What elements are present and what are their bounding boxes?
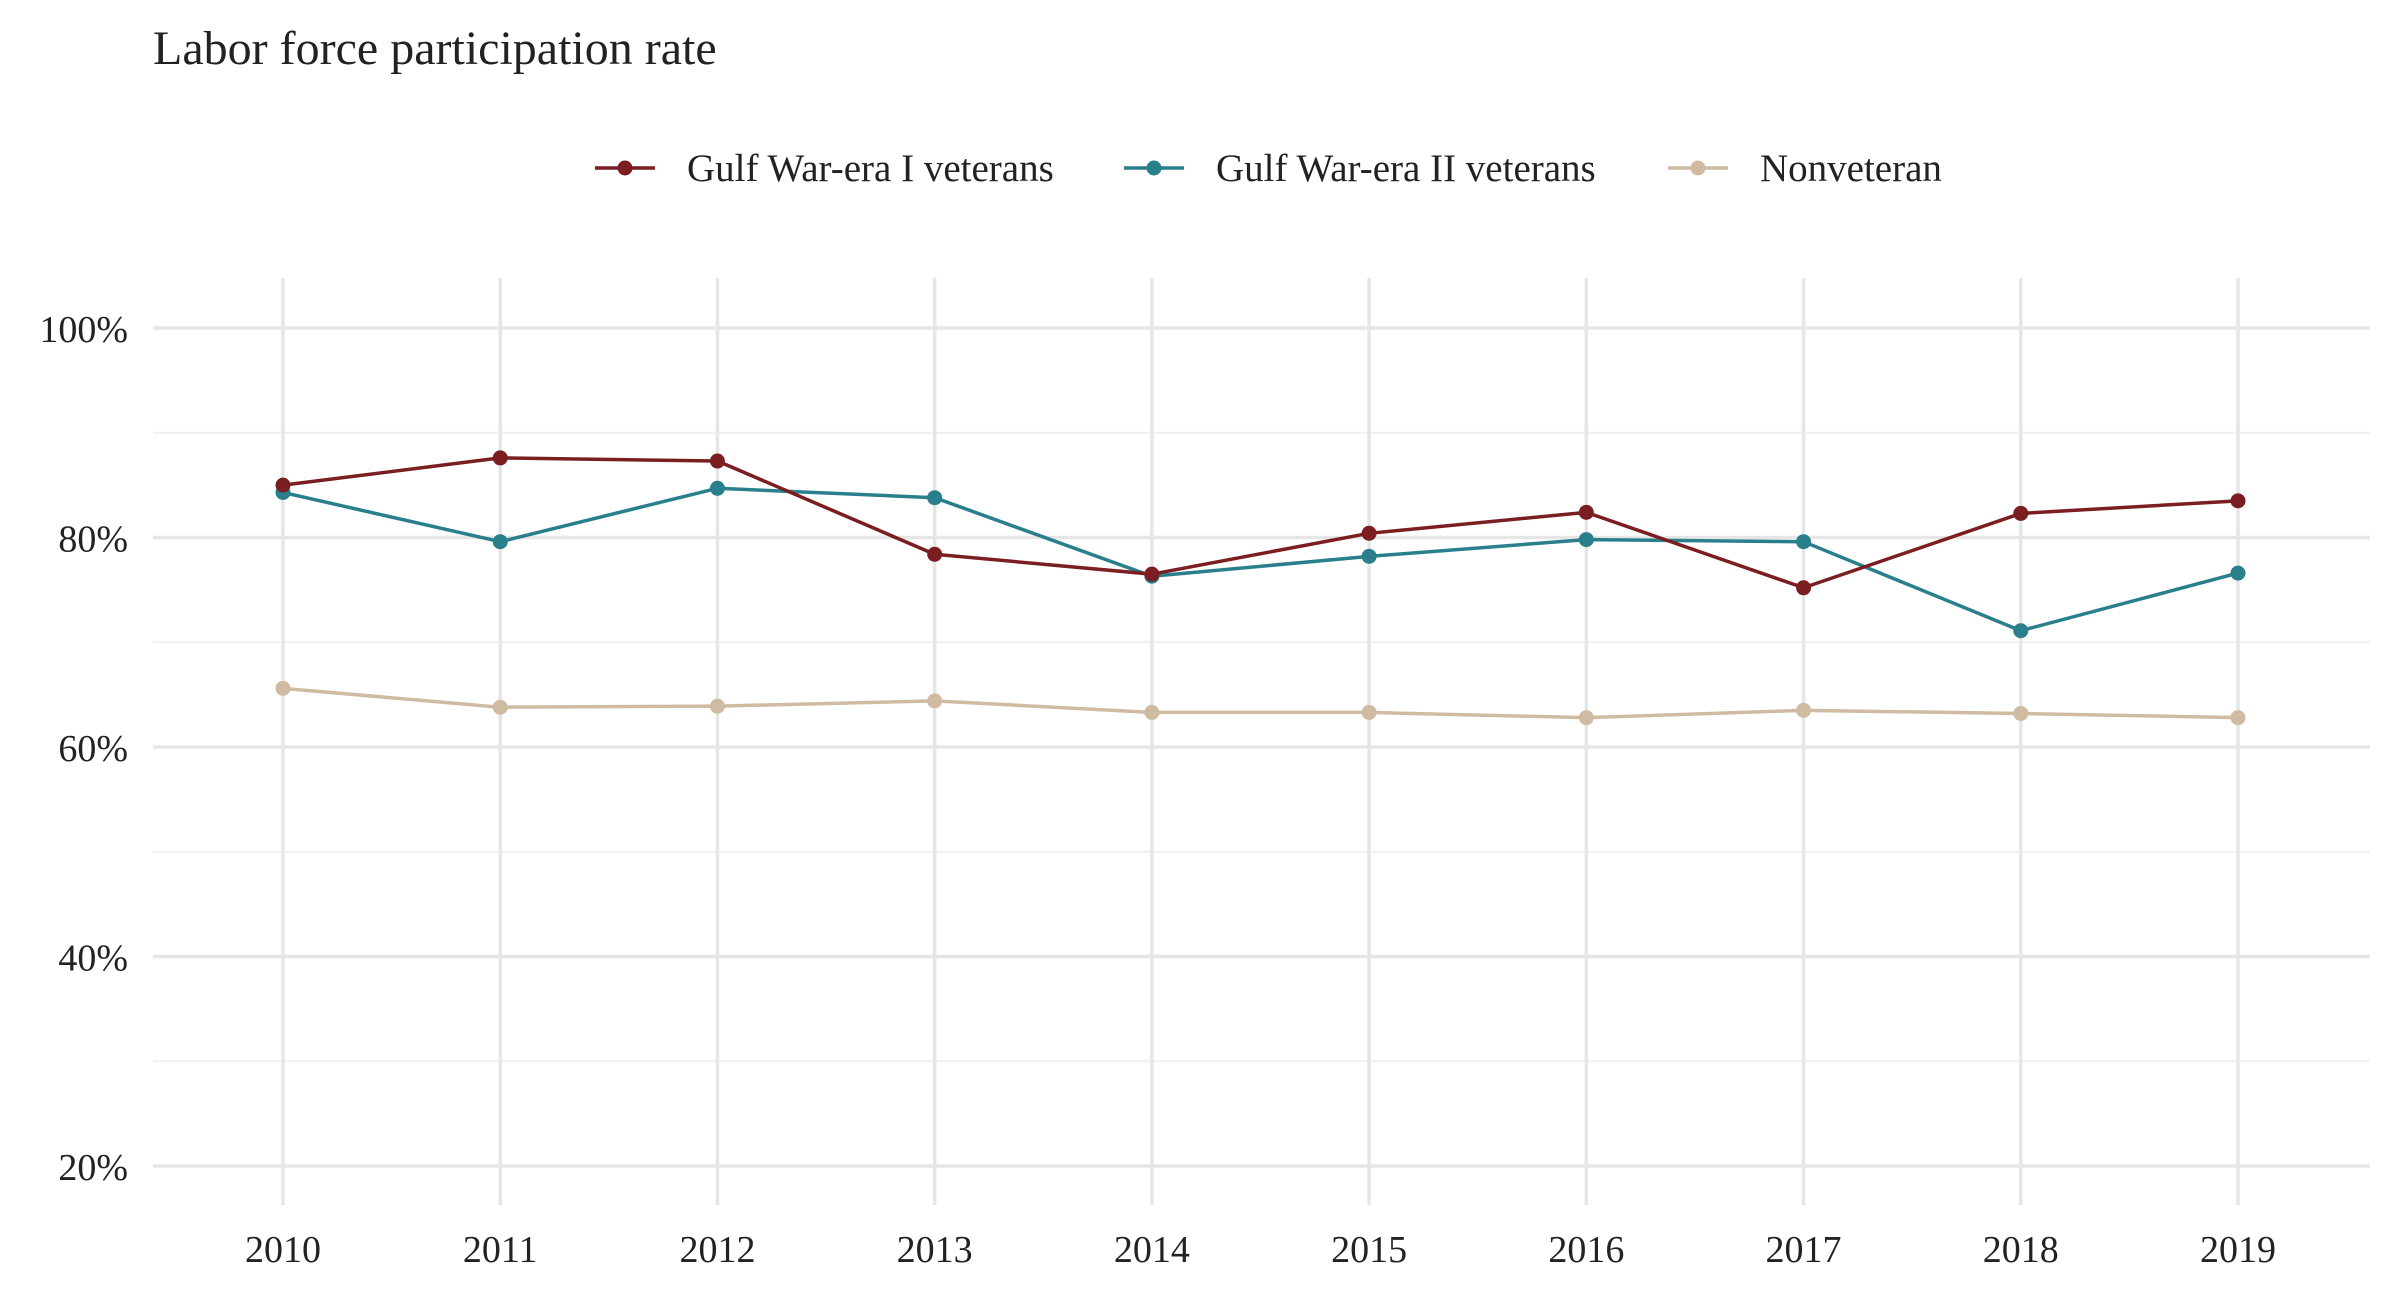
data-point: [709, 480, 725, 496]
data-point: [2013, 623, 2029, 639]
data-point: [927, 546, 943, 562]
data-point: [2230, 493, 2246, 509]
x-tick-label: 2015: [1331, 1229, 1407, 1271]
series-line: [281, 686, 2240, 720]
y-tick-label: 40%: [58, 938, 128, 980]
data-point: [2230, 710, 2246, 726]
data-point: [1796, 580, 1812, 596]
data-point: [927, 490, 943, 506]
data-point: [1578, 532, 1594, 548]
grid: [153, 278, 2370, 1205]
data-point: [2230, 565, 2246, 581]
series-line: [281, 486, 2240, 633]
y-tick-label: 60%: [58, 728, 128, 770]
data-point: [1796, 534, 1812, 550]
legend-label: Nonveteran: [1760, 147, 1942, 190]
legend: Gulf War-era I veterans Gulf War-era II v…: [595, 147, 1942, 190]
data-point: [927, 693, 943, 709]
x-axis: 2010 2011 2012 2013 2014 2015 2016 2017 2018 2019: [245, 1229, 2276, 1271]
data-point: [1578, 504, 1594, 520]
data-point: [1361, 525, 1377, 541]
legend-item: Gulf War-era II veterans: [1124, 147, 1596, 190]
legend-item: Gulf War-era I veterans: [595, 147, 1054, 190]
data-point: [1361, 548, 1377, 564]
data-point: [1144, 566, 1160, 582]
data-point: [1361, 704, 1377, 720]
data-point: [1578, 710, 1594, 726]
y-tick-label: 20%: [58, 1147, 128, 1189]
x-tick-label: 2018: [1983, 1229, 2059, 1271]
x-tick-label: 2012: [679, 1229, 755, 1271]
data-point: [275, 477, 291, 493]
x-tick-label: 2016: [1548, 1229, 1624, 1271]
data-point: [2013, 505, 2029, 521]
x-tick-label: 2013: [897, 1229, 973, 1271]
y-axis: 20% 40% 60% 80% 100%: [39, 309, 128, 1189]
legend-key-marker: [1146, 160, 1162, 176]
y-tick-label: 100%: [39, 309, 128, 351]
series-gulf-war-era-ii-veterans: [275, 480, 2246, 639]
data-point: [709, 698, 725, 714]
data-point: [2013, 705, 2029, 721]
data-point: [492, 534, 508, 550]
legend-label: Gulf War-era I veterans: [687, 147, 1054, 190]
legend-item: Nonveteran: [1668, 147, 1942, 190]
x-tick-label: 2011: [463, 1229, 538, 1271]
data-point: [709, 453, 725, 469]
chart-title: Labor force participation rate: [153, 22, 717, 75]
data-point: [1144, 704, 1160, 720]
legend-key-marker: [617, 160, 633, 176]
legend-key-marker: [1690, 160, 1706, 176]
x-tick-label: 2019: [2200, 1229, 2276, 1271]
x-tick-label: 2017: [1766, 1229, 1842, 1271]
data-point: [1796, 702, 1812, 718]
series-nonveteran: [275, 680, 2246, 726]
y-tick-label: 80%: [58, 519, 128, 561]
legend-label: Gulf War-era II veterans: [1216, 147, 1596, 190]
data-point: [492, 450, 508, 466]
data-point: [492, 699, 508, 715]
x-tick-label: 2014: [1114, 1229, 1190, 1271]
series-line: [281, 456, 2240, 590]
x-tick-label: 2010: [245, 1229, 321, 1271]
series-gulf-war-era-i-veterans: [275, 450, 2246, 596]
data-point: [275, 680, 291, 696]
